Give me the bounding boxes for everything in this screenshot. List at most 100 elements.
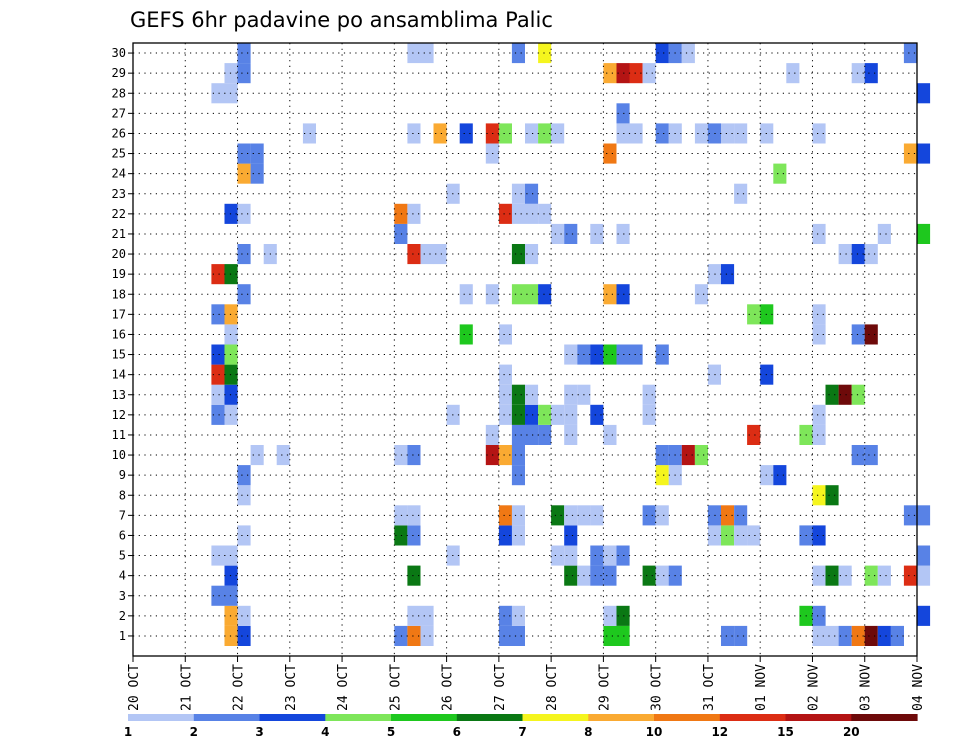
y-tick-label: 20 xyxy=(112,247,126,261)
y-tick-label: 28 xyxy=(112,86,126,100)
y-tick-label: 21 xyxy=(112,227,126,241)
precip-cell xyxy=(812,625,826,646)
precip-cell xyxy=(877,625,891,646)
precip-cell xyxy=(538,424,552,445)
precip-cell xyxy=(237,244,251,265)
precip-cell xyxy=(498,203,512,224)
x-tick-label: 21 OCT xyxy=(179,664,194,711)
precip-cell xyxy=(812,324,826,345)
x-tick-label: 26 OCT xyxy=(441,664,456,711)
precip-cell xyxy=(734,183,748,204)
precip-cell xyxy=(838,384,852,405)
precip-cell xyxy=(877,223,891,244)
precip-cell xyxy=(681,445,695,466)
colorbar-segment xyxy=(654,714,721,721)
x-tick-label: 22 OCT xyxy=(232,664,247,711)
precip-cell xyxy=(237,605,251,626)
precip-cell xyxy=(603,143,617,164)
precip-cell xyxy=(864,63,878,84)
precip-cell xyxy=(564,525,578,546)
precip-cell xyxy=(498,505,512,526)
x-tick-label: 01 NOV xyxy=(754,664,769,711)
colorbar-tick-label: 15 xyxy=(777,725,794,739)
colorbar-tick-label: 2 xyxy=(190,725,198,739)
x-tick-label: 04 NOV xyxy=(911,664,926,711)
precip-cell xyxy=(237,163,251,184)
y-axis: 1234567891011121314151617181920212223242… xyxy=(112,46,133,643)
y-tick-label: 23 xyxy=(112,187,126,201)
precip-cell xyxy=(734,625,748,646)
plot-frame xyxy=(132,42,918,657)
colorbar-segment xyxy=(325,714,392,721)
precip-cell xyxy=(812,605,826,626)
precip-cell xyxy=(211,83,225,104)
colorbar-tick-label: 6 xyxy=(453,725,461,739)
precip-cell xyxy=(511,183,525,204)
precip-cell xyxy=(590,404,604,425)
precip-cell xyxy=(407,525,421,546)
precip-cell xyxy=(877,565,891,586)
precip-cell xyxy=(603,625,617,646)
precip-cell xyxy=(616,103,630,124)
colorbar-tick-label: 4 xyxy=(321,725,329,739)
precip-cell xyxy=(511,445,525,466)
precip-cell xyxy=(237,284,251,305)
precip-cell xyxy=(407,244,421,265)
y-tick-label: 17 xyxy=(112,307,126,321)
precip-cell xyxy=(629,123,643,144)
precip-cell xyxy=(917,143,931,164)
precip-cell xyxy=(616,284,630,305)
y-tick-label: 8 xyxy=(119,488,126,502)
precip-cell xyxy=(564,545,578,566)
precip-cell xyxy=(603,344,617,365)
precip-cell xyxy=(812,565,826,586)
precip-cell xyxy=(511,505,525,526)
precip-cell xyxy=(564,565,578,586)
precip-cell xyxy=(250,163,264,184)
precip-cell xyxy=(511,244,525,265)
precip-cell xyxy=(825,384,839,405)
precip-cell xyxy=(655,445,669,466)
precip-cell xyxy=(773,163,787,184)
y-tick-label: 4 xyxy=(119,569,126,583)
precip-cell xyxy=(394,203,408,224)
colorbar-segment xyxy=(193,714,261,721)
precip-cell xyxy=(903,505,917,526)
precip-cell xyxy=(564,384,578,405)
y-tick-label: 24 xyxy=(112,167,126,181)
precip-cell xyxy=(616,545,630,566)
precip-cell xyxy=(917,223,931,244)
precip-cell xyxy=(420,244,434,265)
precip-cell xyxy=(564,404,578,425)
precip-cell xyxy=(511,43,525,64)
precip-cell xyxy=(629,63,643,84)
precip-cell xyxy=(603,565,617,586)
precip-cell xyxy=(786,63,800,84)
precip-cell xyxy=(211,384,225,405)
y-tick-label: 5 xyxy=(119,549,126,563)
precip-cell xyxy=(747,304,761,325)
precip-cell xyxy=(603,284,617,305)
precip-cell xyxy=(302,123,316,144)
precip-cell xyxy=(864,324,878,345)
precip-cell xyxy=(812,404,826,425)
precip-cell xyxy=(511,625,525,646)
precip-cell xyxy=(851,324,865,345)
precip-cell xyxy=(917,505,931,526)
precip-cell xyxy=(538,43,552,64)
x-tick-label: 29 OCT xyxy=(597,664,612,711)
precip-cell xyxy=(525,404,539,425)
precip-cell xyxy=(551,404,565,425)
colorbar-tick-label: 20 xyxy=(843,725,860,739)
y-tick-label: 26 xyxy=(112,126,126,140)
precip-cell xyxy=(903,143,917,164)
precip-cell xyxy=(250,143,264,164)
precip-cell xyxy=(511,203,525,224)
precip-cell xyxy=(616,223,630,244)
precip-cell xyxy=(616,123,630,144)
precip-cell xyxy=(538,404,552,425)
colorbar-tick-label: 7 xyxy=(518,725,526,739)
precip-cell xyxy=(237,43,251,64)
precip-cell xyxy=(407,625,421,646)
precip-cell xyxy=(394,505,408,526)
